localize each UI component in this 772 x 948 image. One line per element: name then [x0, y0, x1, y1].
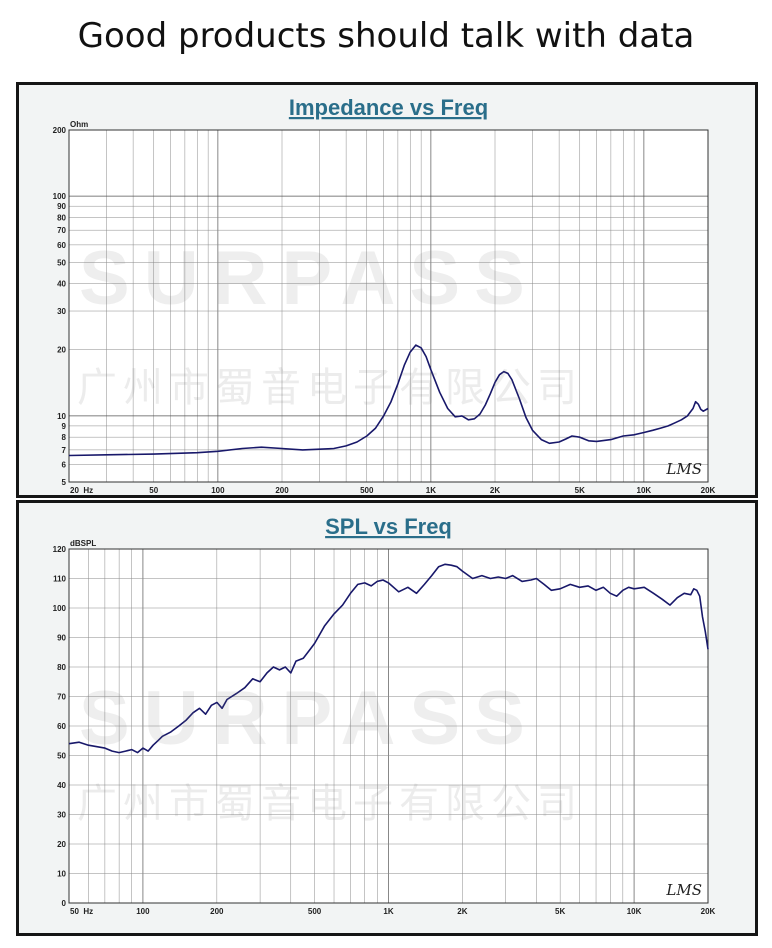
impedance-chart-panel: Impedance vs Freq 5 6 7 8 9 10 20 30 40 50 60 70 80 90… — [16, 82, 758, 498]
x-tick-label: 5K — [575, 486, 585, 495]
y-tick-label: 70 — [57, 226, 66, 235]
x-tick-label: 2K — [490, 486, 500, 495]
y-tick-label: 70 — [57, 693, 66, 702]
x-tick-label: 100 — [136, 907, 150, 916]
y-tick-label: 80 — [57, 663, 66, 672]
x-tick-label: 100 — [211, 486, 225, 495]
y-tick-label: 30 — [57, 307, 66, 316]
y-tick-label: 10 — [57, 412, 66, 421]
x-tick-label: 5K — [555, 907, 565, 916]
x-tick-label: 10K — [627, 907, 642, 916]
plot-area — [69, 130, 708, 482]
y-tick-label: 110 — [53, 575, 66, 584]
x-tick-label: 20K — [701, 907, 716, 916]
y-tick-label: 90 — [57, 634, 66, 643]
y-axis-unit: Ohm — [70, 120, 88, 129]
y-tick-label: 50 — [57, 752, 66, 761]
chart-title: SPL vs Freq — [325, 514, 452, 539]
y-tick-label: 80 — [57, 213, 66, 222]
x-tick-label: 200 — [275, 486, 289, 495]
series-line-0 — [68, 344, 709, 457]
plot-frame — [68, 129, 709, 483]
series-line-0 — [68, 563, 709, 754]
y-tick-label: 100 — [53, 192, 67, 201]
y-tick-label: 9 — [62, 422, 67, 431]
spl-chart: SPL vs Freq 0 10 20 30 40 50 60 70 80 90 100 110 120 5… — [53, 514, 716, 916]
y-tick-label: 0 — [62, 899, 67, 908]
x-tick-label: 20K — [701, 486, 716, 495]
y-tick-label: 8 — [62, 433, 67, 442]
y-tick-label: 40 — [57, 280, 66, 289]
lms-mark: LMS — [665, 881, 702, 899]
y-tick-label: 20 — [57, 840, 66, 849]
y-tick-label: 100 — [53, 604, 67, 613]
page-headline: Good products should talk with data — [77, 16, 695, 56]
y-tick-label: 10 — [57, 870, 66, 879]
plot-frame — [68, 548, 709, 904]
y-tick-label: 30 — [57, 811, 66, 820]
y-tick-label: 50 — [57, 258, 66, 267]
y-axis-unit: dBSPL — [70, 539, 96, 548]
y-tick-label: 5 — [62, 478, 67, 487]
y-tick-label: 40 — [57, 781, 66, 790]
x-tick-label: 500 — [308, 907, 322, 916]
x-tick-label: 50 — [149, 486, 158, 495]
impedance-chart: Impedance vs Freq 5 6 7 8 910 20 30 40 50 60 70 80 90… — [53, 95, 716, 495]
y-tick-label: 120 — [53, 545, 67, 554]
y-tick-label: 60 — [57, 722, 66, 731]
x-tick-label: 2K — [457, 907, 467, 916]
x-tick-label: 1K — [426, 486, 436, 495]
x-tick-label: 500 — [360, 486, 374, 495]
x-tick-label: 1K — [383, 907, 393, 916]
y-tick-label: 90 — [57, 202, 66, 211]
x-tick-label: 10K — [637, 486, 652, 495]
y-tick-label: 60 — [57, 241, 66, 250]
x-tick-label: 20 Hz — [70, 486, 93, 495]
y-tick-label: 20 — [57, 346, 66, 355]
x-tick-label: 200 — [210, 907, 224, 916]
y-tick-label: 7 — [62, 446, 67, 455]
x-tick-label: 50 Hz — [70, 907, 93, 916]
y-tick-label: 200 — [53, 126, 67, 135]
y-tick-label: 6 — [62, 461, 67, 470]
spl-chart-panel: SPL vs Freq 0 10 20 30 40 50 60 70 80 90 100 110 120 5… — [16, 500, 758, 936]
chart-title: Impedance vs Freq — [289, 95, 488, 120]
lms-mark: LMS — [665, 460, 702, 478]
